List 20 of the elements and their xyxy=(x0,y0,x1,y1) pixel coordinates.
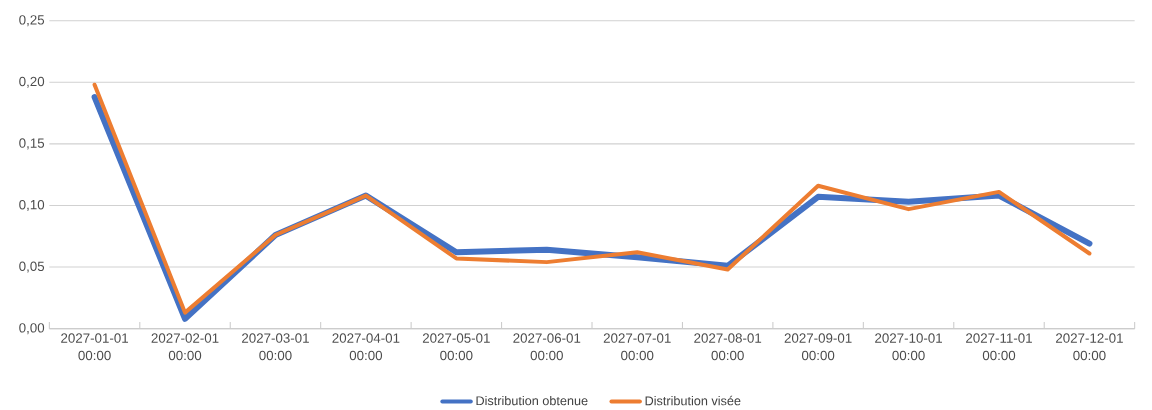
legend-label: Distribution obtenue xyxy=(476,395,588,406)
y-tick-label: 0,00 xyxy=(19,323,45,335)
y-tick-label: 0,05 xyxy=(19,261,45,273)
x-tick-label: 2027-04-01 00:00 xyxy=(332,333,400,361)
x-tick-label: 2027-06-01 00:00 xyxy=(513,333,581,361)
y-tick-label: 0,10 xyxy=(19,199,45,211)
x-tick-label: 2027-02-01 00:00 xyxy=(151,333,219,361)
x-tick-label: 2027-07-01 00:00 xyxy=(603,333,671,361)
y-tick-label: 0,25 xyxy=(19,15,45,27)
x-tick-label: 2027-08-01 00:00 xyxy=(694,333,762,361)
x-tick-label: 2027-03-01 00:00 xyxy=(242,333,309,361)
x-tick-label: 2027-12-01 00:00 xyxy=(1056,333,1123,361)
x-tick-label: 2027-11-01 00:00 xyxy=(966,333,1032,361)
x-tick-label: 2027-09-01 00:00 xyxy=(784,333,852,361)
y-tick-label: 0,15 xyxy=(19,138,45,150)
x-tick-label: 2027-10-01 00:00 xyxy=(875,333,942,361)
x-tick-label: 2027-05-01 00:00 xyxy=(422,333,490,361)
x-tick-label: 2027-01-01 00:00 xyxy=(61,333,129,361)
legend-label: Distribution visée xyxy=(645,395,741,406)
y-tick-label: 0,20 xyxy=(19,76,45,88)
